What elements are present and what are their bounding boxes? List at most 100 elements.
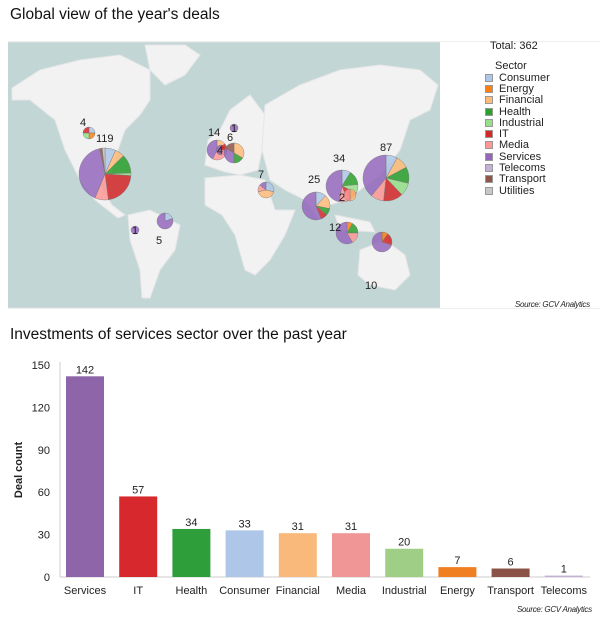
bar-value-label: 57 [132,484,144,496]
legend-item: Industrial [485,116,550,129]
x-tick-label: IT [133,585,143,597]
bar-telecoms [544,575,583,577]
legend-panel [440,42,600,308]
pie-middle-east [257,181,275,199]
legend-header: Sector [495,60,527,72]
bar-value-label: 31 [292,521,304,533]
bar-health [172,528,211,577]
bar-value-label: 34 [185,517,197,529]
legend-item: Services [485,150,550,163]
bar-transport [491,568,530,577]
bar-industrial [385,548,424,577]
legend-swatch [485,96,493,105]
pie-label: 34 [333,153,345,165]
bar-value-label: 7 [454,555,460,567]
legend-swatch [485,186,493,195]
bar-consumer [225,530,264,577]
pie-label: 1 [132,225,138,237]
bar-media [332,533,370,577]
legend-label: Media [499,139,529,152]
pie-label: 6 [227,132,233,144]
pie-brazil [156,212,174,230]
x-tick-label: Financial [276,585,320,597]
legend-label: Health [499,105,531,118]
bar-value-label: 33 [238,518,250,530]
x-tick-label: Energy [440,585,475,597]
pie-slice [229,123,239,133]
pie-australia [371,231,393,253]
bar-services [66,376,104,577]
legend-swatch [485,141,493,150]
legend-swatch [485,84,493,93]
pie-slice [130,225,140,235]
pie-scandinavia [229,123,239,133]
y-tick-label: 90 [38,445,50,457]
pie-colombia [130,225,140,235]
pie-slice [78,148,106,199]
pie-slice [225,142,235,154]
map-source: Source: GCV Analytics [515,300,590,309]
x-tick-label: Health [176,585,208,597]
bar-value-label: 31 [345,521,357,533]
x-tick-label: Telecoms [541,585,588,597]
legend-label: Financial [499,94,544,107]
pie-label: 119 [96,133,114,145]
y-tick-label: 0 [44,572,50,584]
bar-energy [438,567,477,577]
pie-label: 10 [365,280,377,292]
bar-value-label: 142 [76,364,94,376]
bar-financial [278,533,317,577]
pie-slice [82,126,90,134]
y-tick-label: 30 [38,530,50,542]
legend-swatch [485,152,493,161]
legend-swatch [485,130,493,139]
pie-slice [325,169,343,202]
pie-label: 7 [258,169,264,181]
y-tick-label: 150 [32,360,50,372]
pie-indonesia [335,221,359,245]
bar-source: Source: GCV Analytics [517,605,592,614]
pie-slice [257,189,275,199]
pie-label: 14 [208,127,220,139]
bar-value-label: 6 [508,557,514,569]
x-tick-label: Services [64,585,107,597]
legend-label: Consumer [499,71,550,84]
legend-item: Energy [485,83,550,95]
pie-label: 5 [156,235,162,247]
legend-label: Transport [499,173,546,186]
pie-label: 4 [217,145,223,157]
legend-swatch [485,118,493,127]
pie-germany [223,142,245,164]
pie-slice [335,221,353,245]
total-count: Total: 362 [490,40,538,52]
y-tick-label: 120 [32,402,50,414]
pie-label: 87 [380,142,392,154]
pie-label: 12 [329,222,341,234]
pie-slice [259,181,267,191]
pie-label: 4 [80,117,86,129]
legend-label: Industrial [499,116,544,129]
map-title: Global view of the year's deals [10,6,220,23]
legend-label: Utilities [499,184,535,197]
pie-slice [343,188,351,202]
pie-label: 2 [339,192,345,204]
pie-slice [215,144,222,156]
legend-item: Financial [485,94,550,107]
legend-item: Consumer [485,71,550,84]
legend-swatch [485,175,493,184]
pie-slice [104,173,132,200]
legend-label: IT [499,128,509,141]
legend-label: Services [499,150,542,163]
legend-item: Health [485,105,550,118]
legend-item: IT [485,128,550,141]
legend-item: Telecoms [485,162,550,174]
bar-value-label: 20 [398,537,410,549]
pie-slice [371,231,392,253]
pie-southeast-asia [343,188,357,202]
pie-canada [82,126,96,140]
y-tick-label: 60 [38,487,50,499]
legend-swatch [485,73,493,82]
x-tick-label: Media [336,585,367,597]
bar-it [119,496,158,577]
